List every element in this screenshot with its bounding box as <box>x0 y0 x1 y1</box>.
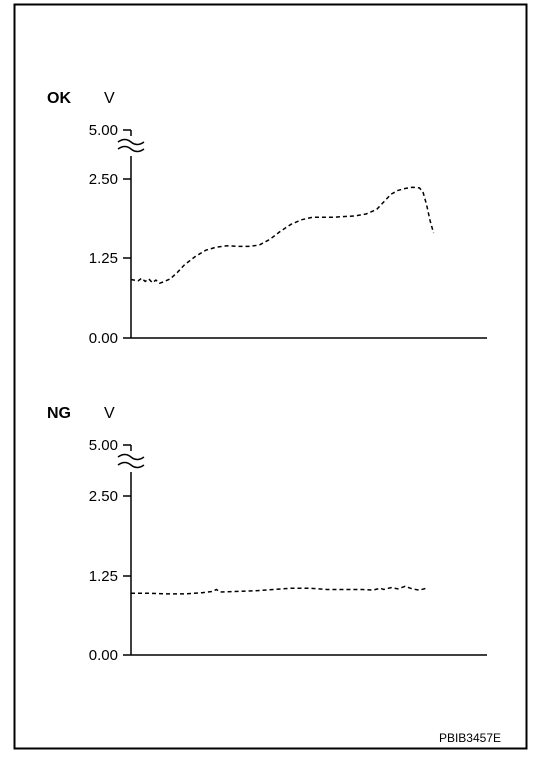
figure-border <box>13 3 528 750</box>
ok-panel-label: OK <box>47 90 71 107</box>
ok-tick-label-1-25: 1.25 <box>89 250 118 267</box>
ok-tick-label-5: 5.00 <box>89 122 118 139</box>
ok-chart-panel: OK V 5.00 2.50 1.25 0.00 <box>47 90 487 347</box>
ng-chart-panel: NG V 5.00 2.50 1.25 0.00 <box>47 405 487 664</box>
figure-code-label: PBIB3457E <box>439 731 501 745</box>
ng-waveform-line <box>131 585 427 595</box>
ng-axis-break <box>117 451 145 472</box>
ok-tick-label-0: 0.00 <box>89 330 118 347</box>
ng-tick-label-0: 0.00 <box>89 647 118 664</box>
ok-tick-label-2-5: 2.50 <box>89 171 118 188</box>
ng-tick-label-1-25: 1.25 <box>89 568 118 585</box>
ok-unit-label: V <box>104 90 115 107</box>
ng-unit-label: V <box>104 405 115 422</box>
ng-tick-label-2-5: 2.50 <box>89 488 118 505</box>
ok-axis-break <box>117 136 145 156</box>
ng-panel-label: NG <box>47 405 71 422</box>
ng-tick-label-5: 5.00 <box>89 437 118 454</box>
